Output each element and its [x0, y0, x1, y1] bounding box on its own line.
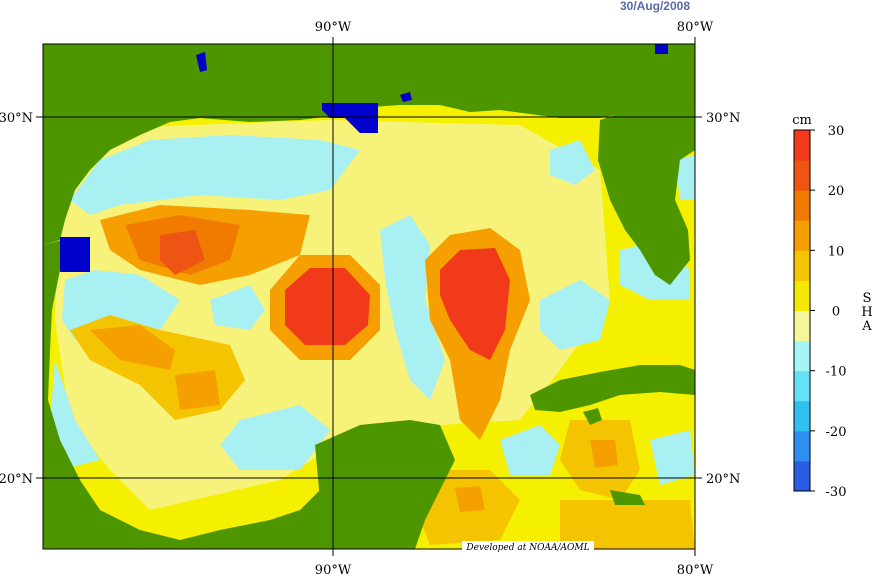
sea-cyan-atlantic	[675, 155, 695, 200]
sea-cyan-east	[540, 280, 610, 350]
lake-inland-2	[400, 92, 412, 102]
sea-orange-cuba-core	[590, 440, 618, 468]
colorbar-segment	[794, 190, 810, 221]
colorbar-segment	[794, 250, 810, 281]
sea-cyan-central	[380, 215, 445, 400]
land-cuba	[530, 365, 695, 412]
colorbar-tick-label: -30	[826, 485, 847, 500]
land-honduras-coast	[610, 490, 645, 505]
sea-orange-sw-core	[90, 325, 175, 370]
colorbar-segment	[794, 160, 810, 191]
colorbar-title-s: S	[863, 291, 872, 306]
lat-label-right-20n: 20°N	[706, 472, 740, 487]
colorbar-segment	[794, 280, 810, 311]
land-mexico	[43, 240, 330, 549]
colorbar-tick-label: 20	[828, 184, 845, 199]
colorbar-tick-label: 30	[828, 124, 845, 139]
colorbar-segment	[794, 340, 810, 372]
colorbar	[793, 129, 811, 492]
land-bahamas	[655, 220, 670, 234]
sea-orange-yucatan-core	[455, 486, 485, 512]
colorbar-segment	[794, 430, 810, 462]
lon-label-bottom-80w: 80°W	[677, 563, 714, 577]
axis-ticks	[36, 37, 702, 556]
sea-cyan-north	[70, 135, 360, 215]
colorbar-unit: cm	[792, 113, 812, 128]
colorbar-segment	[794, 400, 810, 432]
colorbar-segment	[794, 460, 810, 492]
sea-cyan-south	[220, 405, 330, 470]
lake-inland-1	[196, 52, 207, 72]
sea-cyan-sw	[50, 360, 100, 470]
colorbar-segment	[794, 370, 810, 402]
sea-orange-caribbean	[560, 500, 695, 549]
colorbar-tick-label: -20	[826, 425, 847, 440]
lat-label-right-30n: 30°N	[706, 111, 740, 126]
lon-label-bottom-90w: 90°W	[315, 563, 352, 577]
colorbar-tick-label: 10	[828, 244, 845, 259]
lat-label-left-20n: 20°N	[0, 472, 33, 487]
sea-cyan-ne	[550, 140, 595, 185]
loop-current-core	[440, 248, 510, 360]
sea-cyan-caribbean	[500, 425, 560, 475]
lake-atlantic	[655, 44, 668, 54]
colorbar-ticks: 30 20 10 0 -10 -20 -30	[810, 124, 846, 500]
colorbar-segment	[794, 130, 810, 161]
colorbar-segment	[794, 220, 810, 251]
lon-label-top-90w: 90°W	[315, 20, 352, 35]
land-yucatan	[315, 420, 455, 549]
lake-texas-coast	[60, 237, 90, 272]
sea-cyan-mid	[210, 285, 265, 330]
colorbar-title-h: H	[861, 305, 872, 320]
eddy-central-core	[285, 268, 370, 345]
colorbar-tick-label: 0	[832, 305, 840, 320]
land-isla-juventud	[583, 408, 602, 425]
date-label: 30/Aug/2008	[620, 0, 690, 13]
lon-label-top-80w: 80°W	[677, 20, 714, 35]
sea-cyan-far-east	[650, 430, 695, 485]
lat-label-left-30n: 30°N	[0, 111, 33, 126]
colorbar-tick-label: -10	[826, 365, 847, 380]
lake-pontchartrain	[322, 103, 378, 133]
sea-red-nw-core	[160, 230, 205, 275]
map-border	[42, 43, 696, 550]
sea-orange-sw-core2	[175, 370, 220, 410]
credit-label: Developed at NOAA/AOML	[465, 543, 589, 553]
colorbar-segment	[794, 310, 810, 342]
land-us-gulf-coast	[43, 44, 695, 245]
colorbar-title-a: A	[861, 319, 872, 334]
land-florida	[598, 60, 695, 285]
credit-box	[462, 541, 594, 553]
map-panel	[43, 44, 695, 549]
